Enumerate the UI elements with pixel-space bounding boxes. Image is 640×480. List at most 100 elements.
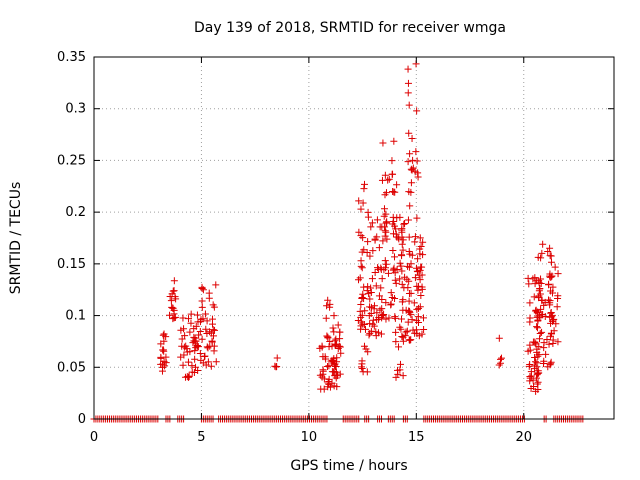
data-point [371,268,379,276]
data-point [326,337,334,345]
data-point [185,373,193,381]
data-point [391,313,399,321]
data-point [547,360,555,368]
data-point [393,265,401,273]
data-point [547,330,555,338]
data-point [358,357,366,365]
data-point [201,310,209,318]
data-point [359,199,367,207]
data-point [186,348,194,356]
data-point [533,371,541,379]
plot-frame [93,56,615,420]
data-point [357,363,365,371]
data-point [391,253,399,261]
data-point [412,264,420,272]
data-point [198,284,206,292]
data-point [414,286,422,294]
data-point [166,293,174,301]
data-point [272,363,280,371]
data-point [196,327,204,335]
data-point [391,314,399,322]
data-point [538,249,546,257]
data-point [179,361,187,369]
data-point [392,373,400,381]
data-point [366,295,374,303]
data-point [536,290,544,298]
data-point [530,293,538,301]
data-point [331,340,339,348]
data-point [407,179,415,187]
data-point [365,331,373,339]
data-point [382,210,390,218]
data-point [413,317,421,325]
data-point [326,383,334,391]
data-point [399,246,407,254]
data-point [495,361,503,369]
data-point [317,385,325,393]
data-point [184,358,192,366]
data-point [170,310,178,318]
data-point [356,307,364,315]
data-point [191,347,199,355]
data-point [369,320,377,328]
data-point [391,295,399,303]
y-tick-label: 0.05 [57,360,86,375]
data-point [406,202,414,210]
data-point [319,367,327,375]
data-point [532,340,540,348]
data-point [414,173,422,181]
data-point [525,362,533,370]
data-point [388,157,396,165]
data-point [370,305,378,313]
y-tick-label: 0.25 [57,153,86,168]
data-point [539,359,547,367]
data-point [158,367,166,375]
data-point [497,354,505,362]
data-point [416,234,424,242]
data-point [527,385,535,393]
data-point [382,315,390,323]
data-point [373,216,381,224]
data-point [408,316,416,324]
data-point [393,181,401,189]
data-point [378,176,386,184]
data-point [407,336,415,344]
data-point [417,242,425,250]
data-point [531,353,539,361]
data-point [548,313,556,321]
data-point [546,361,554,369]
data-point [169,304,177,312]
data-point [208,320,216,328]
data-point [380,266,388,274]
data-point [411,168,419,176]
data-point [170,277,178,285]
data-point [378,296,386,304]
grid-lines [94,57,614,419]
x-tick-label: 10 [301,430,318,445]
data-point [357,205,365,213]
data-point [413,214,421,222]
data-points [90,60,587,423]
data-point [372,328,380,336]
data-point [417,292,425,300]
data-point [405,297,413,305]
data-point [381,171,389,179]
data-point [366,320,374,328]
data-point [385,175,393,183]
data-point [319,353,327,361]
data-point [532,387,540,395]
data-point [193,342,201,350]
data-point [393,366,401,374]
data-point [373,233,381,241]
data-point [537,280,545,288]
data-point [204,358,212,366]
data-point [367,288,375,296]
data-point [404,65,412,73]
data-point [529,275,537,283]
data-point [179,314,187,322]
data-point [372,282,380,290]
data-point [323,332,331,340]
data-point [192,363,200,371]
data-point [405,233,413,241]
data-point [398,315,406,323]
